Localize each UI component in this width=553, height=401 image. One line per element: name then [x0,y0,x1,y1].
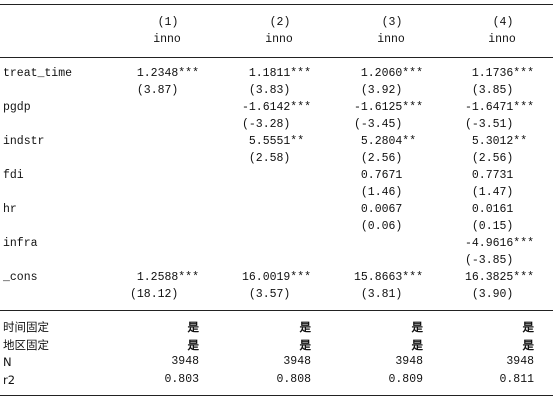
coefficient: 15.8663*** [353,271,423,284]
footer-value: 3948 [171,355,199,368]
row-label: infra [3,237,38,250]
coefficient: 0.7671 [360,169,403,182]
footer-value: 是 [411,337,424,352]
t-statistic: (2.58) [248,152,291,165]
t-statistic: (3.81) [360,288,403,301]
row-label: hr [3,203,17,216]
footer-rule [0,310,553,311]
t-statistic: (18.12) [130,288,179,301]
coefficient: -4.9616*** [464,237,534,250]
coefficient: 16.0019*** [241,271,311,284]
row-label: fdi [3,169,24,182]
dependent-variable: inno [265,33,293,46]
coefficient: -1.6125*** [353,101,423,114]
top-rule [0,4,553,5]
footer-value: 是 [187,337,200,352]
header-rule [0,57,553,58]
t-statistic: (2.56) [471,152,514,165]
footer-value: 0.811 [499,372,534,386]
t-statistic: (3.57) [248,288,291,301]
footer-value: 0.803 [164,372,199,386]
coefficient: 5.5551** [248,135,305,148]
coefficient: 1.2348*** [136,67,199,80]
footer-value: 3948 [395,355,423,368]
t-statistic: (-3.28) [242,118,291,131]
footer-label: 时间固定 [3,320,49,334]
column-number: (3) [381,16,403,29]
column-number: (2) [269,16,291,29]
coefficient: 16.3825*** [464,271,534,284]
coefficient: 0.0067 [360,203,403,216]
t-statistic: (3.87) [136,84,179,97]
row-label: pgdp [3,101,31,114]
coefficient: 5.2804** [360,135,417,148]
t-statistic: (0.06) [360,220,403,233]
bottom-rule [0,395,553,396]
coefficient: 0.0161 [471,203,514,216]
row-label: _cons [3,271,38,284]
t-statistic: (2.56) [360,152,403,165]
footer-value: 是 [411,320,424,334]
footer-label: N [3,355,12,369]
footer-value: 是 [299,320,312,334]
footer-value: 是 [187,320,200,334]
row-label: indstr [3,135,45,148]
footer-value: 是 [522,337,535,352]
footer-value: 是 [522,320,535,334]
dependent-variable: inno [488,33,516,46]
footer-label: r2 [3,372,16,387]
footer-value: 3948 [283,355,311,368]
t-statistic: (1.46) [360,186,403,199]
t-statistic: (0.15) [471,220,514,233]
coefficient: 5.3012** [471,135,528,148]
footer-label: 地区固定 [3,337,49,352]
coefficient: -1.6142*** [241,101,311,114]
footer-value: 是 [299,337,312,352]
footer-value: 0.808 [276,372,311,386]
t-statistic: (-3.51) [465,118,514,131]
coefficient: 1.1736*** [471,67,534,80]
dependent-variable: inno [153,33,181,46]
row-label: treat_time [3,67,73,80]
t-statistic: (3.92) [360,84,403,97]
t-statistic: (3.90) [471,288,514,301]
coefficient: 1.2060*** [360,67,423,80]
coefficient: -1.6471*** [464,101,534,114]
column-number: (4) [492,16,514,29]
t-statistic: (3.85) [471,84,514,97]
coefficient: 1.2588*** [136,271,199,284]
coefficient: 1.1811*** [248,67,311,80]
footer-value: 3948 [506,355,534,368]
t-statistic: (-3.45) [354,118,403,131]
t-statistic: (1.47) [471,186,514,199]
footer-value: 0.809 [388,372,423,386]
coefficient: 0.7731 [471,169,514,182]
t-statistic: (-3.85) [465,254,514,267]
dependent-variable: inno [377,33,405,46]
column-number: (1) [157,16,179,29]
t-statistic: (3.83) [248,84,291,97]
